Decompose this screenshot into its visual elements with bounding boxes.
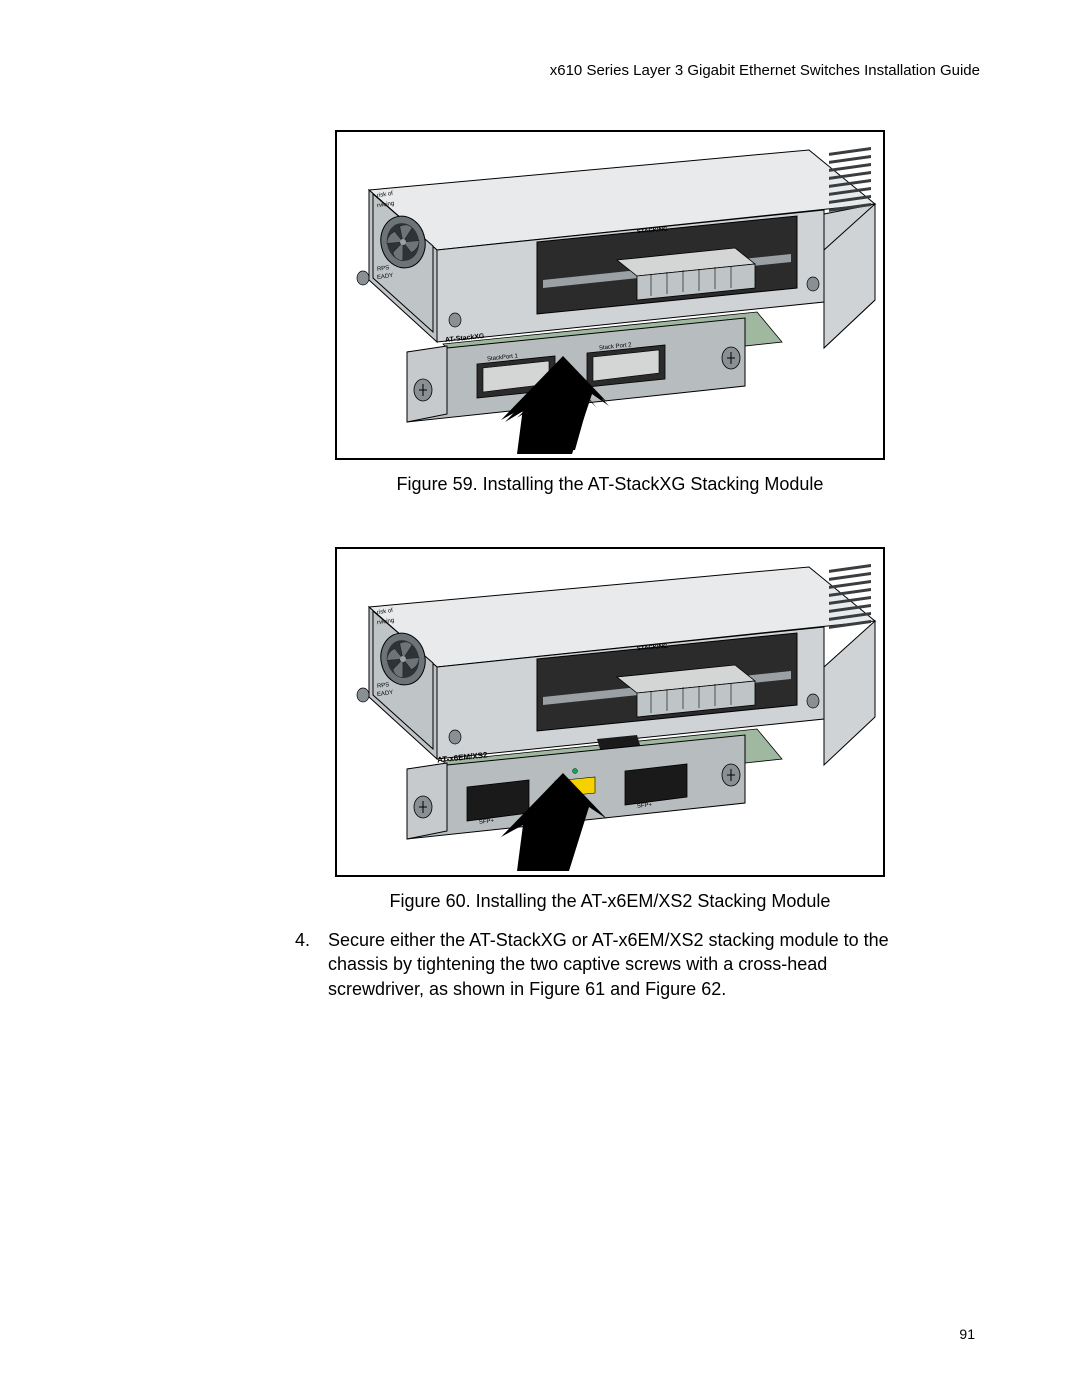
page-number: 91 — [959, 1326, 975, 1342]
step-4: 4. Secure either the AT-StackXG or AT-x6… — [295, 928, 935, 1001]
figure-59-caption: Figure 59. Installing the AT-StackXG Sta… — [335, 474, 885, 495]
figure-60-frame: risk of rvicing RPS EADY STACKING AT-x6E… — [335, 547, 885, 877]
figure-59: risk of rvicing RPS EADY STACKING AT-Sta… — [335, 130, 885, 495]
figure-60-drawing — [337, 549, 885, 877]
step-number: 4. — [295, 928, 323, 952]
figure-60-caption: Figure 60. Installing the AT-x6EM/XS2 St… — [335, 891, 885, 912]
figure-60: risk of rvicing RPS EADY STACKING AT-x6E… — [335, 547, 885, 912]
figure-59-frame: risk of rvicing RPS EADY STACKING AT-Sta… — [335, 130, 885, 460]
figure-59-drawing — [337, 132, 885, 460]
step-text: Secure either the AT-StackXG or AT-x6EM/… — [328, 928, 928, 1001]
page-header: x610 Series Layer 3 Gigabit Ethernet Swi… — [550, 62, 980, 79]
header-title: x610 Series Layer 3 Gigabit Ethernet Swi… — [550, 62, 980, 79]
